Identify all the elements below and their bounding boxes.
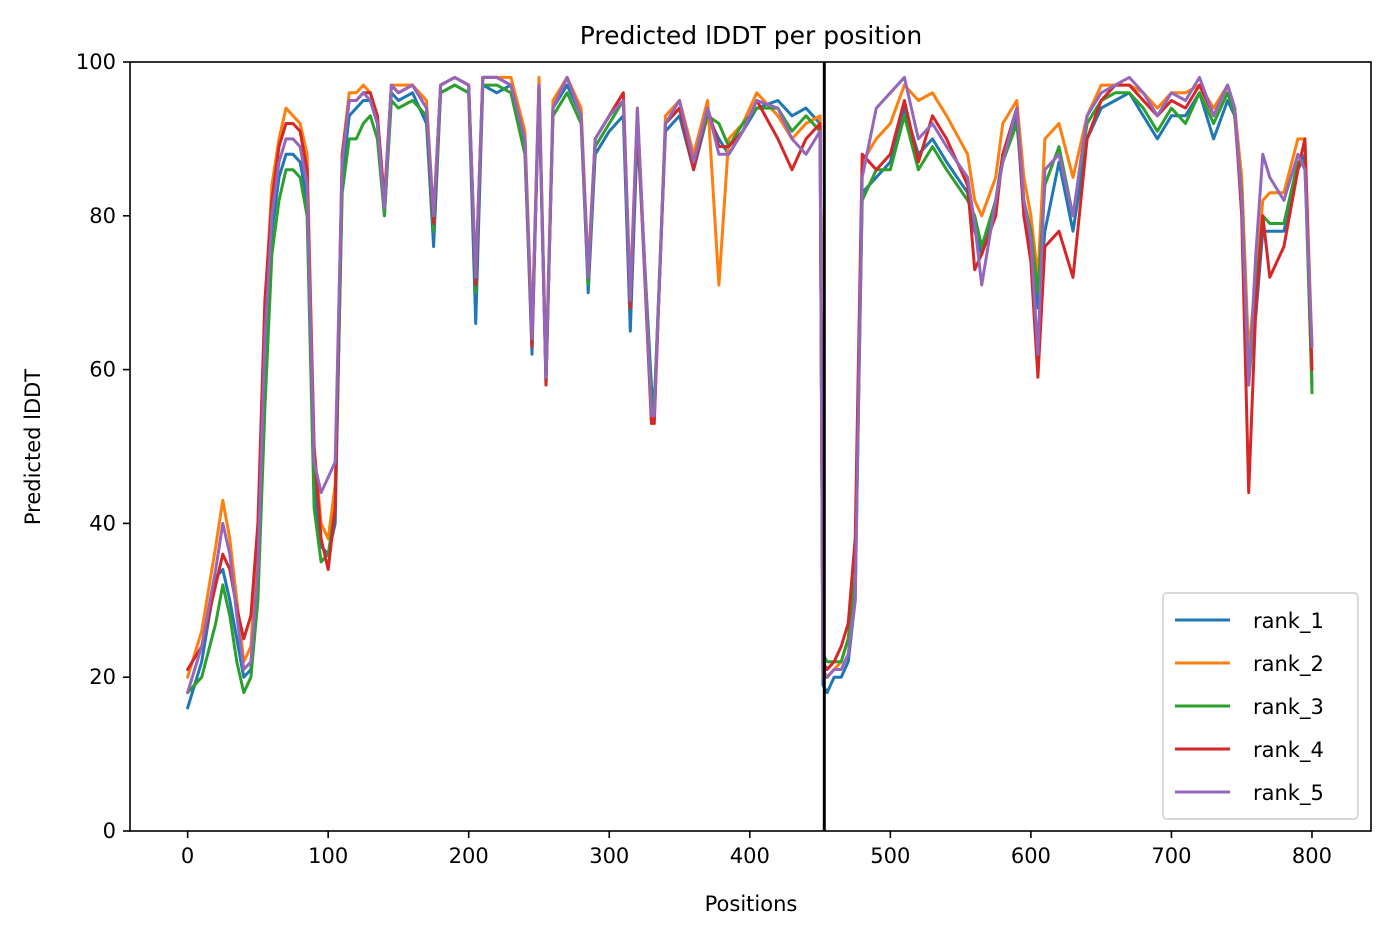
chart-title: Predicted lDDT per position: [580, 21, 922, 50]
x-tick-label: 200: [449, 844, 489, 868]
x-axis: 0 100 200 300 400 500 600 700 800: [181, 831, 1332, 868]
legend-label-rank-5: rank_5: [1253, 781, 1324, 806]
y-axis: 0 20 40 60 80 100: [76, 50, 130, 843]
y-tick-label: 40: [89, 511, 116, 535]
y-axis-title: Predicted lDDT: [21, 369, 45, 525]
y-tick-label: 80: [89, 204, 116, 228]
x-tick-label: 400: [730, 844, 770, 868]
y-tick-label: 20: [89, 665, 116, 689]
x-tick-label: 100: [308, 844, 348, 868]
legend-label-rank-2: rank_2: [1253, 652, 1324, 677]
series-line-rank-4: [186, 75, 1314, 671]
y-tick-label: 60: [89, 358, 116, 382]
legend-label-rank-1: rank_1: [1253, 609, 1324, 634]
legend-label-rank-3: rank_3: [1253, 695, 1324, 720]
series-line-rank-5: [186, 75, 1314, 695]
legend-frame: [1162, 592, 1359, 820]
x-tick-label: 0: [181, 844, 194, 868]
x-tick-label: 800: [1292, 844, 1332, 868]
x-axis-title: Positions: [705, 892, 798, 916]
x-tick-label: 500: [870, 844, 910, 868]
legend: rank_1 rank_2 rank_3 rank_4 rank_5: [1162, 592, 1359, 820]
x-tick-label: 600: [1011, 844, 1051, 868]
legend-label-rank-4: rank_4: [1253, 738, 1324, 763]
y-tick-label: 0: [103, 819, 116, 843]
series-layer: [186, 75, 1314, 710]
x-tick-label: 700: [1151, 844, 1191, 868]
y-tick-label: 100: [76, 50, 116, 74]
x-tick-label: 300: [589, 844, 629, 868]
